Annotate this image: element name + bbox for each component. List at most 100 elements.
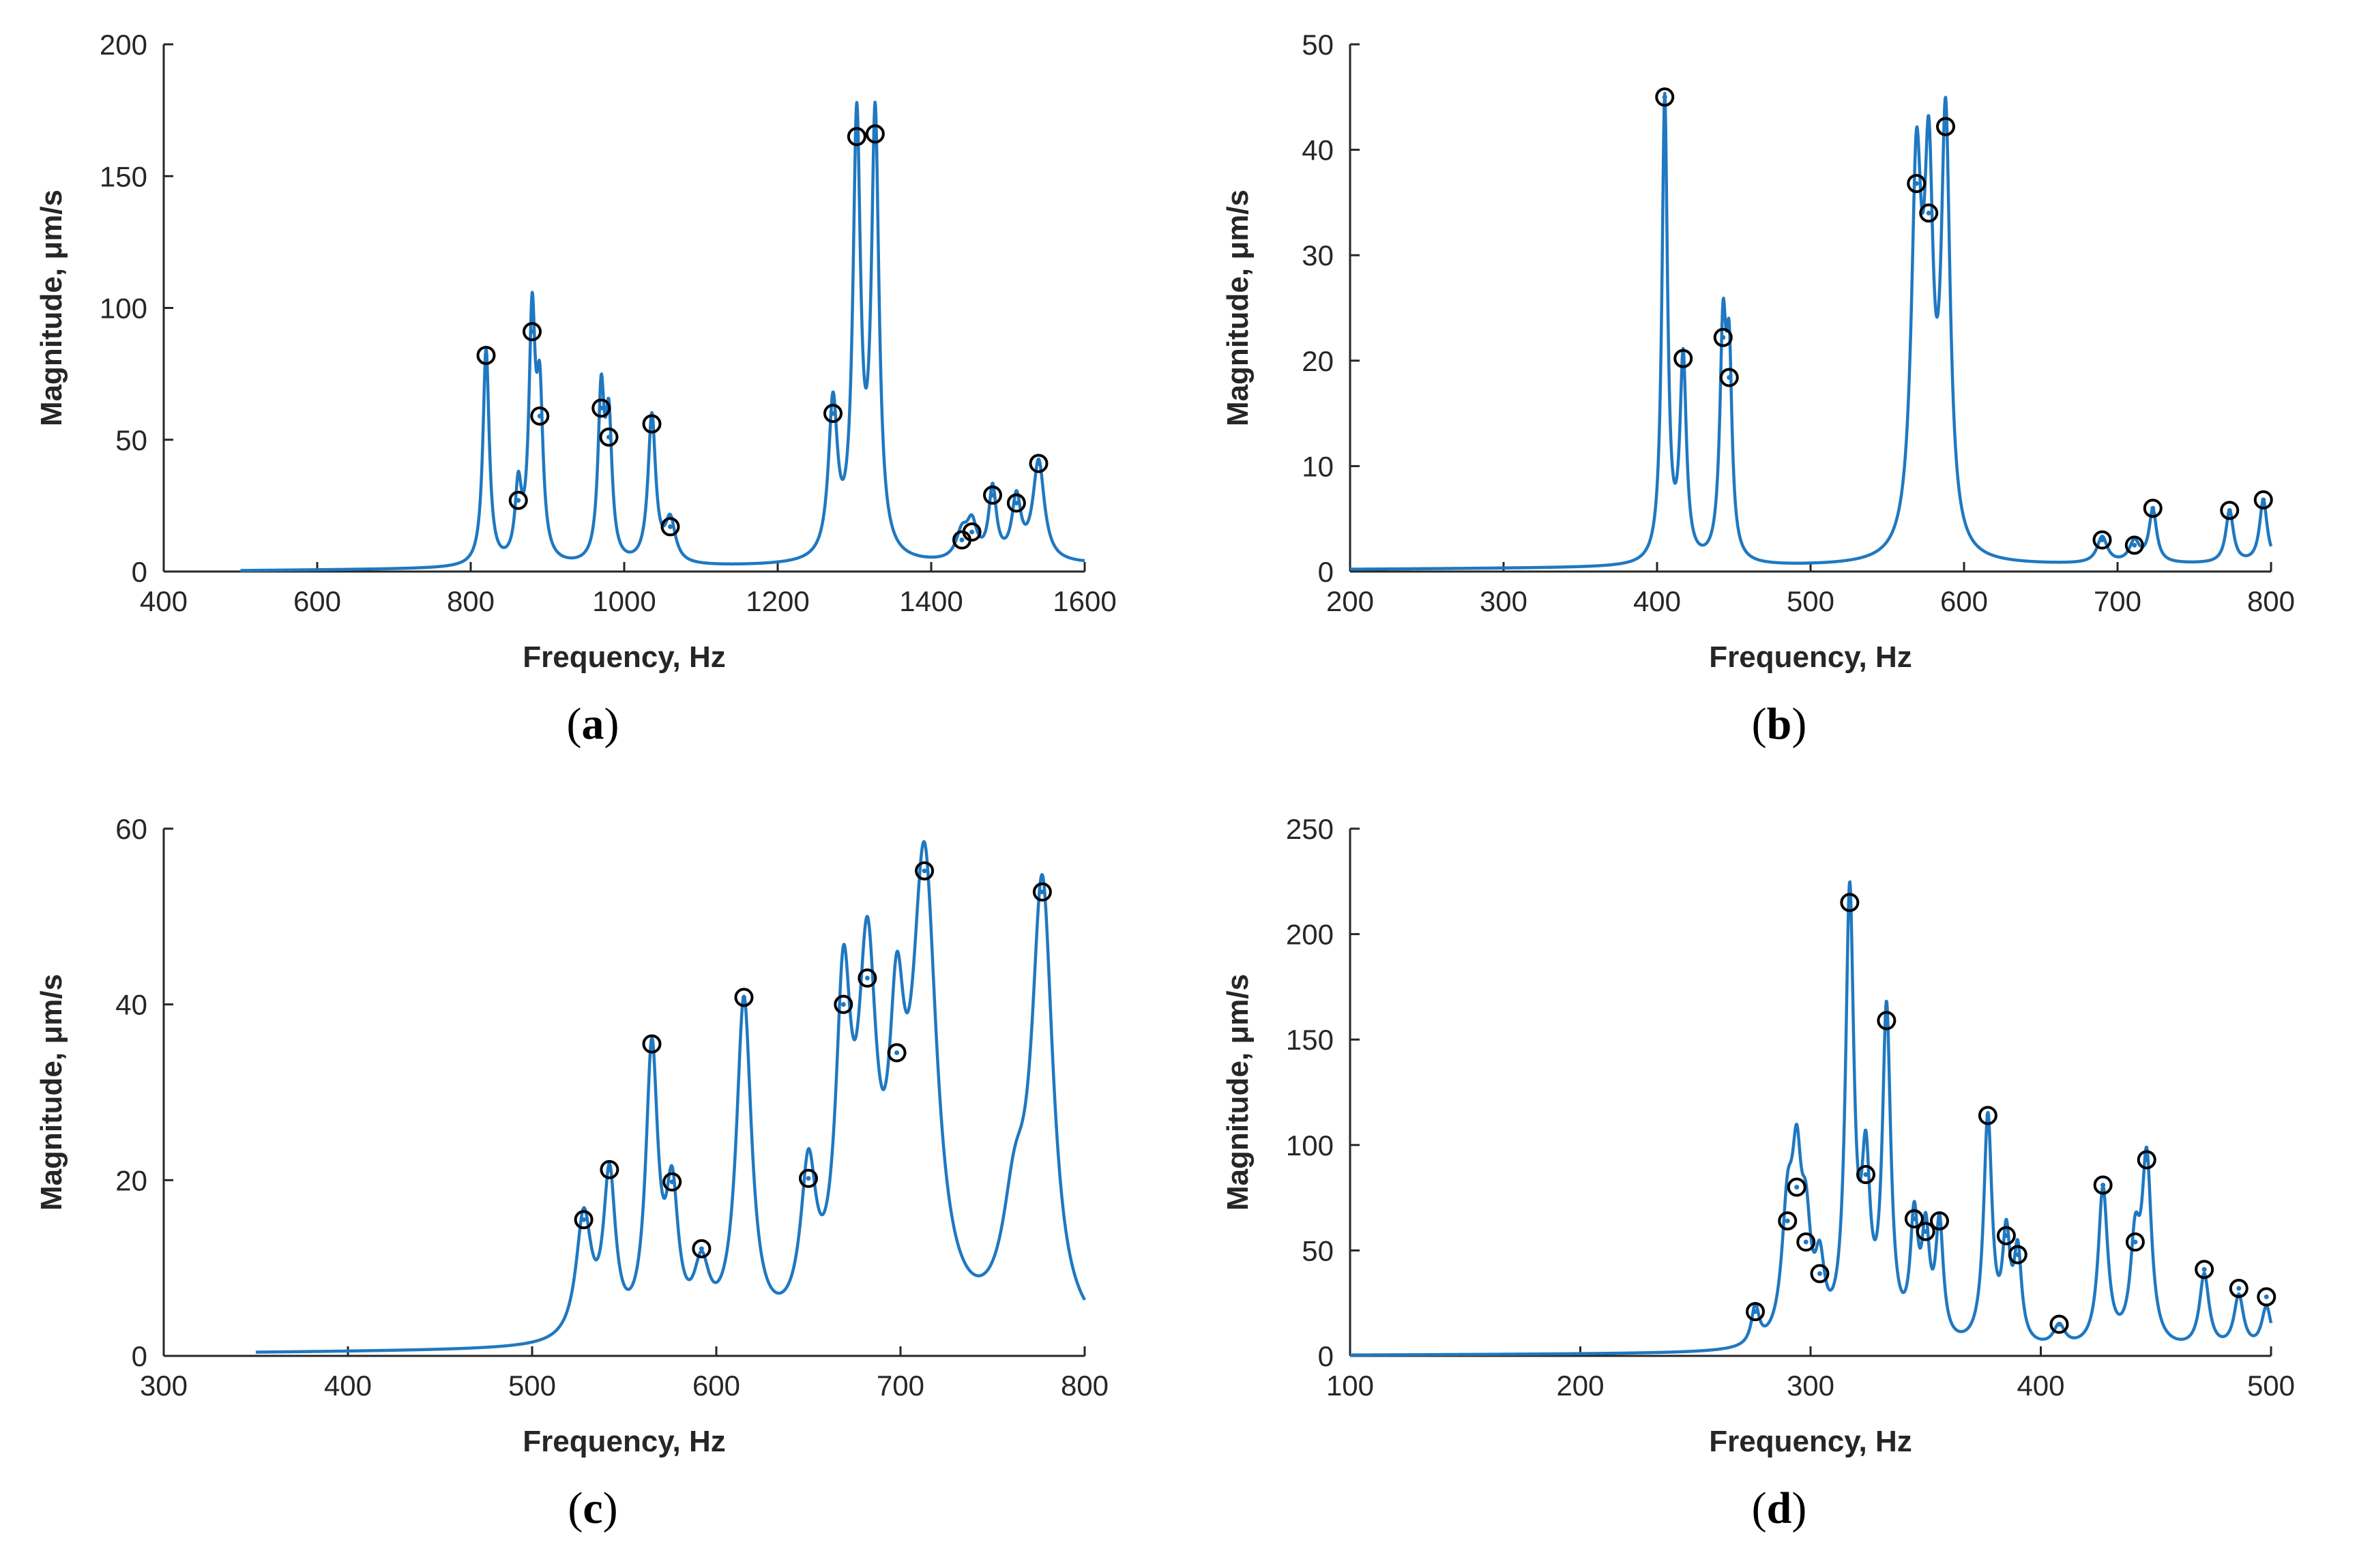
- peak-marker-dot: [598, 405, 604, 411]
- peak-marker: [887, 1043, 907, 1063]
- peak-marker-dot: [864, 975, 870, 981]
- peak-marker: [1916, 1222, 1935, 1241]
- peak-marker-dot: [1923, 1229, 1929, 1234]
- chart-panel-a: 400 600 800 1000 1200 1400 1600 0 50 100 150 200 Fre…: [0, 0, 1186, 784]
- peak-marker-dot: [742, 994, 746, 1000]
- y-tick-label: 0: [132, 556, 147, 588]
- peak-marker-dot: [2057, 1322, 2062, 1327]
- peak-marker: [1810, 1264, 1830, 1284]
- peak-marker: [2093, 1175, 2113, 1195]
- peak-marker-dot: [1662, 94, 1667, 100]
- peak-marker-dot: [2133, 1239, 2138, 1245]
- peak-marker: [847, 127, 866, 147]
- x-tick-label: 600: [692, 1370, 740, 1402]
- x-tick-label: 700: [877, 1370, 924, 1402]
- x-axis-label: Frequency, Hz: [1709, 1425, 1912, 1458]
- y-axis-label: Magnitude, μm/s: [35, 190, 68, 426]
- peak-marker-dot: [1785, 1218, 1790, 1224]
- y-tick-label: 20: [1302, 345, 1334, 377]
- y-tick-label: 20: [115, 1164, 147, 1196]
- x-tick-label: 1600: [1053, 585, 1116, 617]
- spectrum-line: [1349, 91, 2273, 571]
- x-tick-label: 800: [1061, 1370, 1109, 1402]
- peak-marker-dot: [969, 529, 975, 535]
- peak-marker: [834, 994, 853, 1014]
- peak-marker-dot: [1847, 900, 1852, 905]
- peak-marker-dot: [922, 868, 927, 874]
- x-tick-label: 500: [2247, 1370, 2295, 1402]
- peak-marker: [1996, 1226, 2016, 1245]
- y-tick-label: 250: [1286, 813, 1334, 845]
- peak-marker-dot: [649, 421, 654, 427]
- peak-marker-dot: [854, 134, 860, 139]
- y-tick-label: 60: [115, 813, 147, 845]
- peak-marker-dot: [1014, 501, 1019, 506]
- y-axis-label: Magnitude, μm/s: [35, 974, 68, 1211]
- peak-marker-dot: [1914, 181, 1919, 186]
- peak-marker: [2008, 1245, 2027, 1264]
- peak-marker-dot: [1727, 375, 1732, 381]
- peak-marker-dot: [2227, 507, 2232, 513]
- peak-marker-dot: [699, 1246, 704, 1252]
- peak-marker: [915, 861, 935, 881]
- peak-marker-dot: [2144, 1157, 2150, 1162]
- peak-marker: [1746, 1302, 1765, 1322]
- peak-marker-dot: [2201, 1267, 2207, 1272]
- chart-c: 300 400 500 600 700 800 0 20 40 60 Frequency, Hz Ma…: [35, 813, 1109, 1458]
- peak-marker: [1877, 1011, 1897, 1031]
- peak-marker: [600, 1159, 619, 1179]
- peak-marker-dot: [2264, 1294, 2269, 1299]
- peak-marker-dot: [581, 1217, 587, 1222]
- x-tick-label: 1000: [592, 585, 656, 617]
- y-tick-label: 50: [115, 424, 147, 456]
- peak-marker-dot: [959, 537, 965, 543]
- chart-a: 400 600 800 1000 1200 1400 1600 0 50 100 150 200 Fre…: [35, 29, 1117, 674]
- caption-open-a: (: [566, 699, 582, 749]
- peak-marker: [2195, 1260, 2214, 1279]
- chart-b: 200 300 400 500 600 700 800 0 10 20 30 40 50 Frequenc…: [1221, 29, 2295, 674]
- peak-marker: [2143, 499, 2163, 518]
- caption-letter-a: a: [581, 699, 604, 749]
- x-tick-label: 600: [293, 585, 341, 617]
- peak-marker: [962, 522, 982, 542]
- peak-marker-dot: [1817, 1271, 1822, 1276]
- peak-marker-dot: [1863, 1172, 1869, 1177]
- y-tick-label: 30: [1302, 239, 1334, 271]
- peak-marker-dot: [830, 411, 836, 416]
- x-tick-label: 400: [2017, 1370, 2064, 1402]
- peak-marker: [734, 988, 754, 1007]
- x-tick-label: 300: [1787, 1370, 1834, 1402]
- peak-marker: [1904, 1209, 1924, 1229]
- peak-marker: [642, 414, 662, 434]
- y-tick-label: 200: [1286, 919, 1334, 951]
- peak-marker-dot: [669, 1179, 675, 1185]
- peak-marker: [1673, 349, 1693, 368]
- x-tick-label: 800: [447, 585, 495, 617]
- peak-marker-dot: [990, 492, 995, 498]
- peak-marker-dot: [529, 329, 535, 334]
- x-tick-label: 1400: [899, 585, 963, 617]
- peak-marker-dot: [1680, 356, 1686, 361]
- x-tick-label: 200: [1326, 585, 1374, 617]
- peak-marker: [1936, 117, 1955, 136]
- peak-marker-dot: [840, 1002, 846, 1007]
- caption-letter-b: b: [1766, 699, 1792, 749]
- x-tick-label: 300: [1480, 585, 1527, 617]
- y-tick-label: 100: [1286, 1129, 1334, 1162]
- peak-marker: [2229, 1279, 2249, 1299]
- x-axis-label: Frequency, Hz: [1709, 640, 1912, 674]
- peak-marker-dot: [1884, 1018, 1889, 1023]
- y-tick-label: 150: [100, 160, 147, 192]
- peak-marker: [2220, 501, 2240, 520]
- peak-marker: [823, 404, 843, 424]
- peak-marker-dot: [2261, 497, 2266, 503]
- caption-close-c: ): [602, 1483, 618, 1533]
- peak-marker-dot: [1926, 210, 1931, 216]
- peak-marker: [2092, 530, 2112, 550]
- caption-a: (a): [0, 698, 1186, 750]
- peak-marker: [2125, 1232, 2145, 1252]
- peak-marker: [1787, 1177, 1806, 1197]
- peak-marker-dot: [2100, 1183, 2106, 1188]
- caption-c: (c): [0, 1483, 1186, 1535]
- y-tick-label: 50: [1302, 29, 1334, 61]
